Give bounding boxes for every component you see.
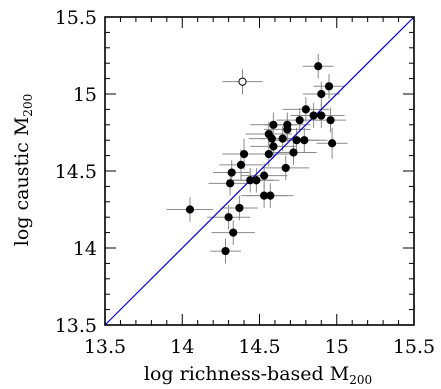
data-point	[236, 160, 246, 169]
data-point	[283, 120, 292, 129]
data-point	[221, 246, 230, 256]
x-axis-label: log richness-based M200	[144, 363, 372, 387]
data-point	[227, 168, 236, 177]
x-tick-label: 15.5	[393, 336, 435, 358]
data-point	[269, 120, 278, 129]
x-tick-labels: 13.5 14 14.5 15 15.5	[84, 336, 435, 358]
data-point	[292, 136, 301, 145]
data-point	[281, 163, 290, 173]
data-point	[239, 149, 249, 159]
axis-ticks	[104, 16, 415, 326]
x-tick-label: 14.5	[238, 336, 280, 358]
data-points	[185, 62, 337, 256]
data-point	[224, 213, 233, 222]
y-axis-label: log caustic M200	[11, 94, 35, 246]
data-point-open	[238, 77, 247, 86]
data-point	[235, 203, 244, 213]
y-tick-label: 15.5	[55, 7, 97, 29]
y-tick-label: 15	[73, 84, 97, 106]
y-tick-label: 14.5	[55, 161, 97, 183]
y-tick-labels: 13.5 14 14.5 15 15.5	[55, 7, 97, 337]
data-point	[326, 116, 335, 125]
data-point	[300, 136, 309, 145]
data-point	[289, 148, 298, 157]
data-point	[226, 179, 235, 188]
data-point	[301, 105, 310, 114]
data-point	[317, 111, 326, 120]
y-tick-label: 14	[73, 238, 97, 260]
one-to-one-line-path	[104, 16, 415, 326]
data-point	[229, 228, 238, 237]
data-point	[295, 116, 304, 125]
data-point	[260, 171, 269, 180]
data-point	[324, 82, 334, 91]
x-tick-label: 13.5	[84, 336, 126, 358]
one-to-one-line	[104, 16, 415, 326]
data-point	[314, 62, 323, 71]
data-point	[269, 142, 278, 151]
data-point	[252, 176, 261, 185]
data-point	[309, 111, 318, 120]
data-point	[278, 134, 287, 143]
data-point	[317, 89, 326, 99]
y-tick-label: 13.5	[55, 315, 97, 337]
x-tick-label: 14	[170, 336, 194, 358]
x-tick-label: 15	[325, 336, 349, 358]
data-point	[328, 139, 337, 148]
data-point	[264, 149, 273, 159]
data-point	[185, 205, 195, 214]
data-point	[267, 134, 276, 143]
data-point	[266, 191, 275, 200]
